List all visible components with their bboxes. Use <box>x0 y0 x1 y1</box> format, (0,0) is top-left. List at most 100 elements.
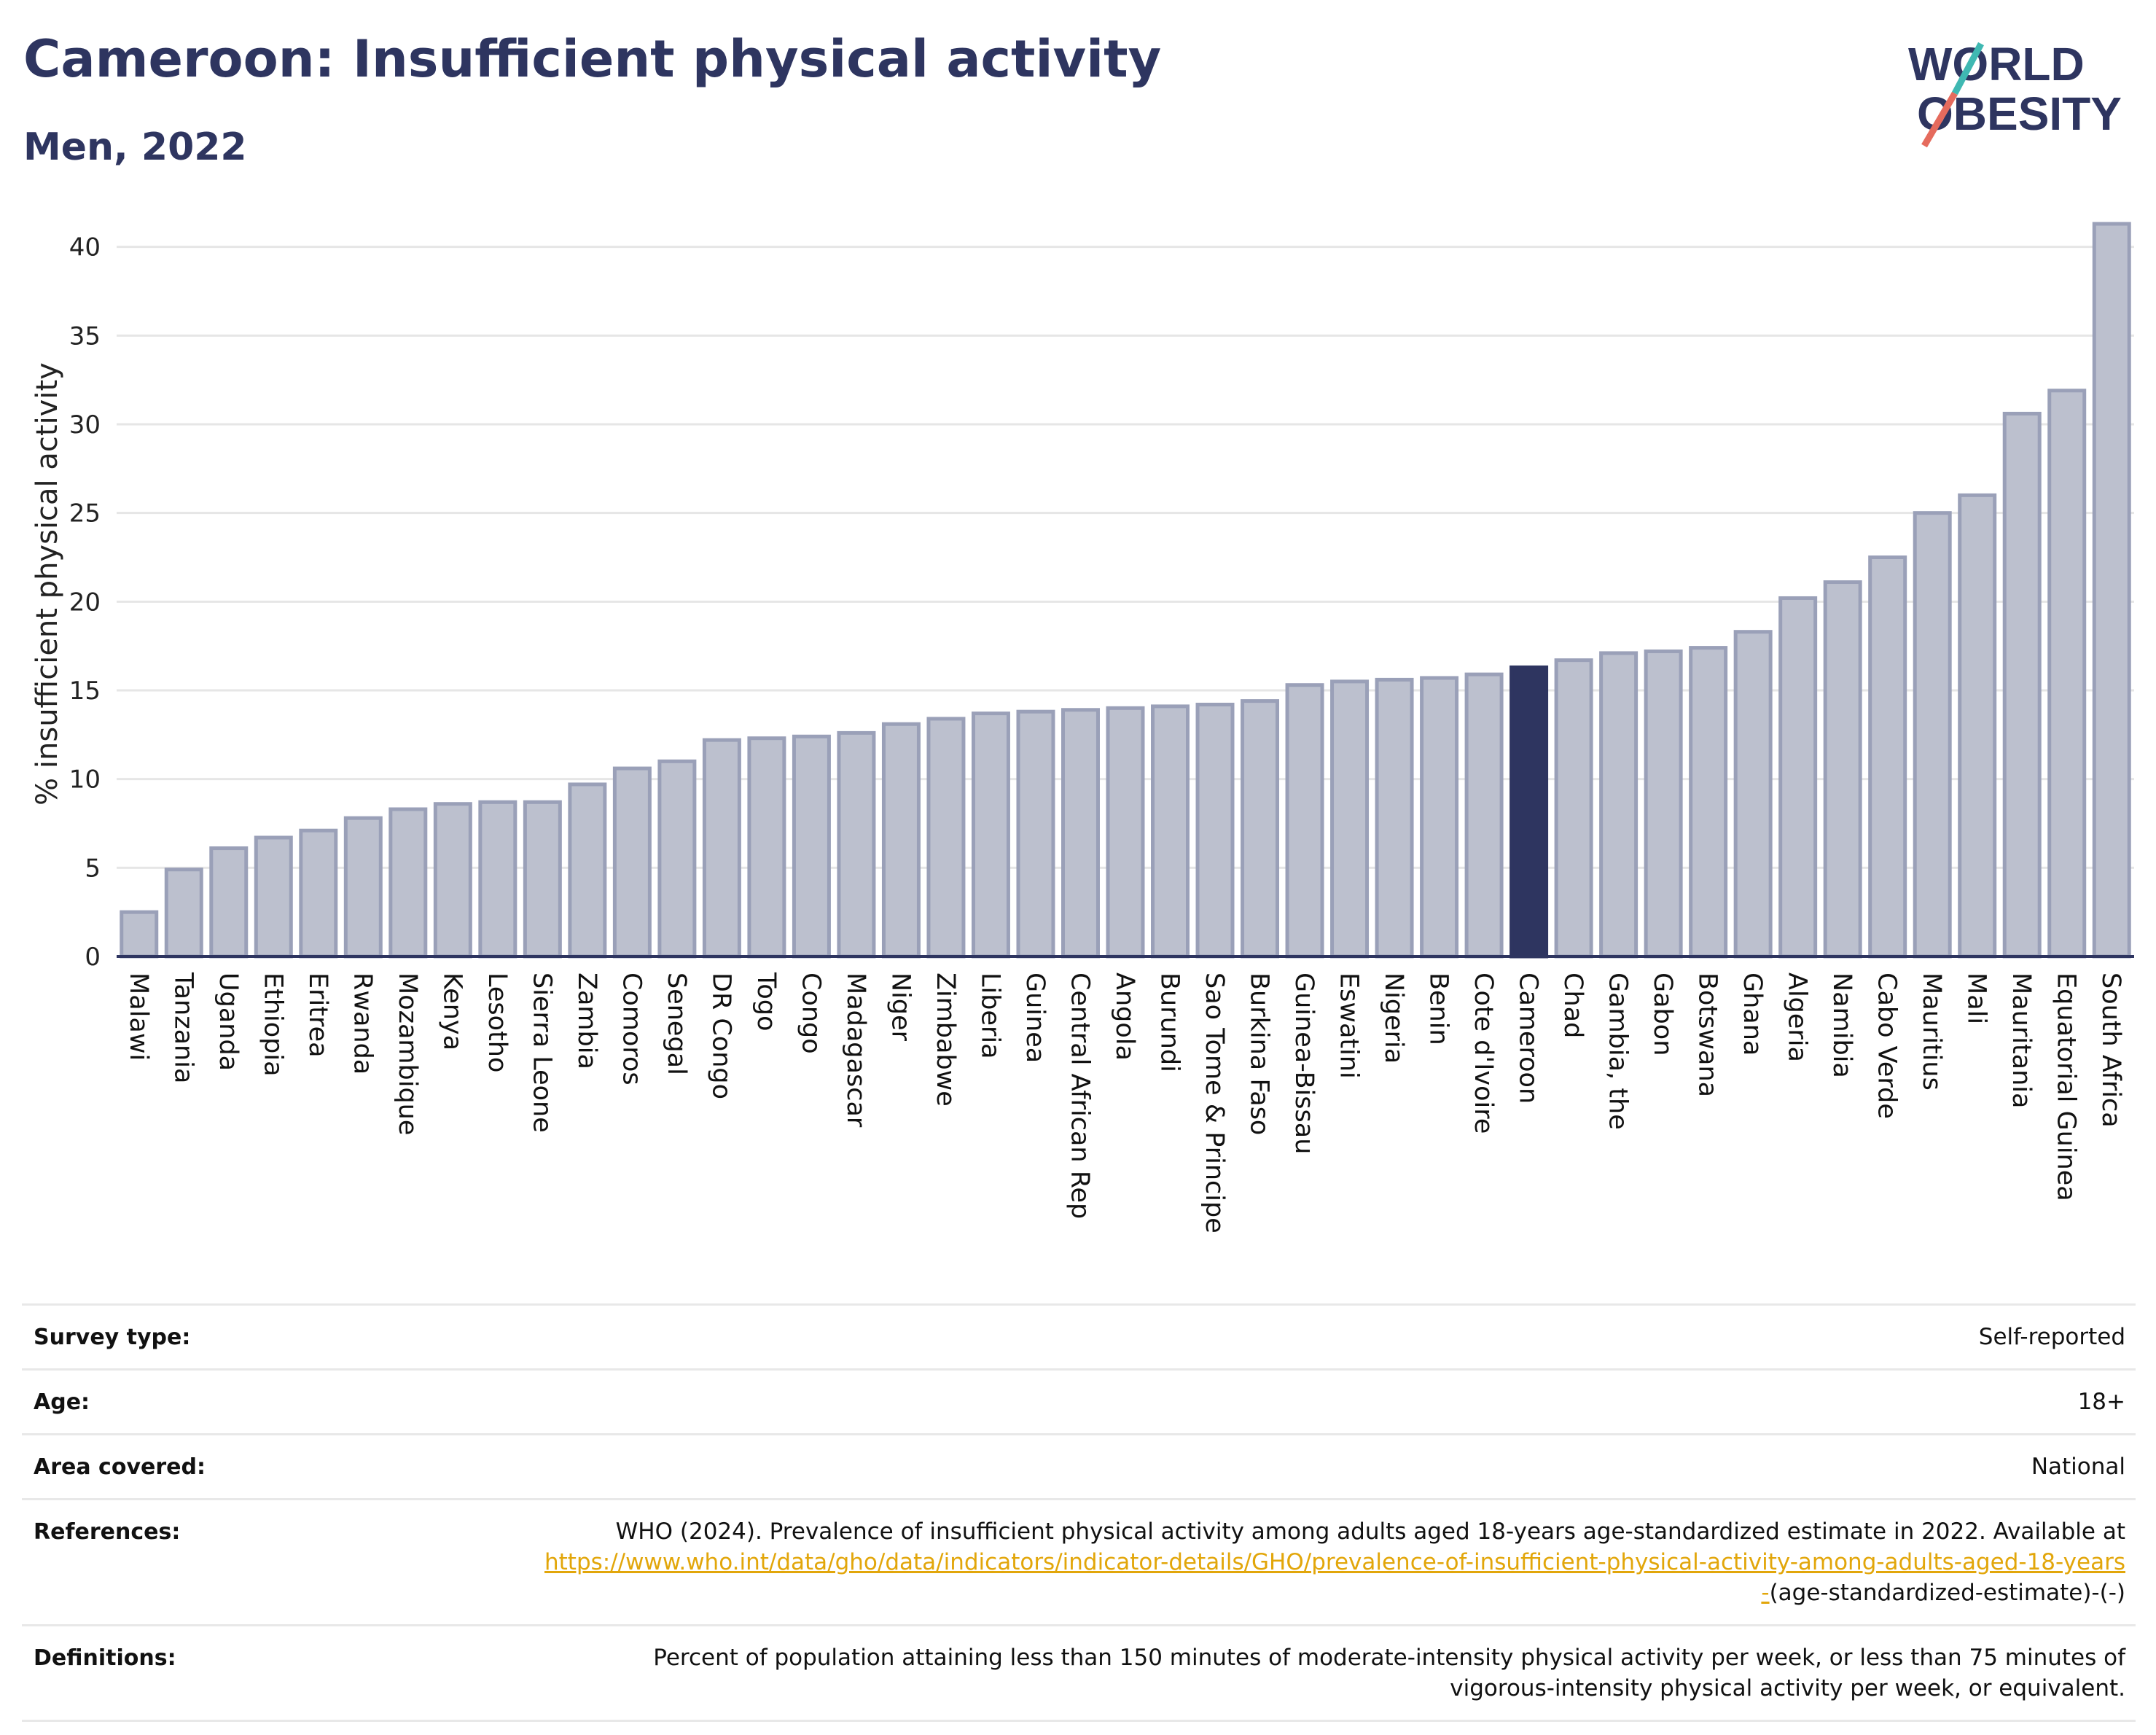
bar-nigeria <box>1375 677 1414 959</box>
bar-algeria <box>1778 596 1818 959</box>
x-tick-label: Mauritius <box>1917 972 1946 1091</box>
x-tick-label: Sierra Leone <box>527 972 556 1133</box>
bar-eswatini <box>1330 679 1370 959</box>
y-tick-label: 40 <box>69 233 101 262</box>
x-tick-label: Kenya <box>437 972 466 1050</box>
bar-botswana <box>1689 646 1728 959</box>
bar-cameroon <box>1509 665 1549 959</box>
meta-row-area-covered: Area covered: National <box>22 1433 2136 1498</box>
x-tick-label: Angola <box>1110 972 1139 1061</box>
y-tick-label: 15 <box>69 677 101 706</box>
bar-madagascar <box>837 730 876 959</box>
x-tick-label: Uganda <box>214 972 243 1071</box>
logo-line2: OBESITY <box>1917 87 2122 140</box>
x-tick-label: Central African Rep <box>1065 972 1094 1219</box>
references-suffix: (age-standardized-estimate)-(-) <box>1769 1580 2125 1606</box>
x-tick-label: Mozambique <box>393 972 422 1135</box>
x-tick-label: Comoros <box>617 972 646 1085</box>
logo-slash-teal <box>1952 42 1984 95</box>
bar-angola <box>1106 706 1145 959</box>
bar-lesotho <box>478 800 517 959</box>
x-tick-label: Mali <box>1962 972 1991 1024</box>
x-tick-label: Equatorial Guinea <box>2052 972 2081 1201</box>
x-tick-label: Tanzania <box>168 972 198 1083</box>
bar-cote-d-ivoire <box>1464 672 1504 959</box>
bar-mauritania <box>2002 411 2042 959</box>
chart-title: Cameroon: Insufficient physical activity <box>23 29 1162 89</box>
bar-central-african-rep <box>1061 708 1100 959</box>
x-tick-label: DR Congo <box>706 972 735 1099</box>
bar-chad <box>1554 658 1593 959</box>
bar-zimbabwe <box>926 717 966 959</box>
bar-equatorial-guinea <box>2047 389 2087 959</box>
bar-comoros <box>612 766 652 959</box>
meta-row-survey-type: Survey type: Self-reported <box>22 1303 2136 1368</box>
bar-cabo-verde <box>1868 555 1907 959</box>
x-tick-label: Cameroon <box>1514 972 1543 1104</box>
x-tick-label: Gabon <box>1648 972 1677 1056</box>
bar-togo <box>747 736 786 959</box>
x-tick-label: Gambia, the <box>1604 972 1633 1130</box>
x-tick-label: Zimbabwe <box>931 972 960 1107</box>
references-link[interactable]: https://www.who.int/data/gho/data/indica… <box>544 1549 2125 1606</box>
meta-value: National <box>2031 1454 2125 1480</box>
y-tick-label: 30 <box>69 410 101 440</box>
x-tick-label: Madagascar <box>841 972 870 1128</box>
x-tick-label: Guinea <box>1020 972 1050 1063</box>
metadata-table: Survey type: Self-reported Age: 18+ Area… <box>22 1303 2136 1722</box>
references-value: WHO (2024). Prevalence of insufficient p… <box>542 1516 2125 1608</box>
meta-label: Age: <box>34 1389 90 1415</box>
bar-mali <box>1958 493 1997 959</box>
x-tick-label: Algeria <box>1783 972 1812 1062</box>
bar-dr-congo <box>702 738 741 959</box>
x-tick-label: Cote d'Ivoire <box>1469 972 1498 1134</box>
bar-sao-tome-principe <box>1195 702 1235 959</box>
y-tick-label: 5 <box>85 854 101 883</box>
x-tick-label: Congo <box>796 972 825 1054</box>
bar-namibia <box>1823 580 1862 959</box>
meta-label: Definitions: <box>34 1645 176 1671</box>
x-tick-label: Zambia <box>572 972 601 1069</box>
x-tick-label: Namibia <box>1827 972 1856 1078</box>
x-tick-label: Senegal <box>662 972 691 1075</box>
x-tick-label: Guinea-Bissau <box>1289 972 1319 1154</box>
x-tick-label: Sao Tome & Principe <box>1200 972 1229 1233</box>
bar-tanzania <box>164 868 203 959</box>
x-tick-label: Chad <box>1558 972 1587 1038</box>
bar-rwanda <box>343 816 383 959</box>
x-tick-label: Benin <box>1424 972 1453 1045</box>
y-tick-label: 20 <box>69 588 101 617</box>
bar-gabon <box>1644 649 1683 959</box>
bar-liberia <box>971 711 1010 959</box>
bar-kenya <box>433 802 472 959</box>
bar-uganda <box>209 846 249 959</box>
bar-zambia <box>568 782 607 959</box>
meta-label: Survey type: <box>34 1325 191 1350</box>
x-tick-label: Rwanda <box>348 972 377 1075</box>
x-tick-label: Mauritania <box>2007 972 2036 1108</box>
bar-chart: 0 5 10 15 20 25 30 35 40 % insufficient physical … <box>31 222 2134 1233</box>
meta-value: 18+ <box>2077 1389 2125 1415</box>
y-tick-label: 35 <box>69 321 101 351</box>
world-obesity-logo: WORLD OBESITY <box>1908 38 2122 148</box>
bar-gambia-the <box>1599 651 1639 959</box>
x-tick-label: Lesotho <box>483 972 512 1072</box>
x-tick-label: Niger <box>886 972 915 1042</box>
x-tick-label: Cabo Verde <box>1872 972 1902 1119</box>
bar-niger <box>881 722 921 959</box>
y-axis-label: % insufficient physical activity <box>31 362 64 806</box>
bar-burkina-faso <box>1241 699 1280 959</box>
y-tick-label: 25 <box>69 499 101 529</box>
meta-label: References: <box>34 1519 181 1545</box>
bar-eritrea <box>299 828 338 959</box>
x-tick-label: Eritrea <box>303 972 332 1058</box>
logo-line1: WORLD <box>1908 38 2085 90</box>
bar-senegal <box>657 759 697 959</box>
bar-congo <box>792 734 831 959</box>
meta-value: Percent of population attaining less tha… <box>653 1645 2125 1701</box>
bar-malawi <box>120 910 159 959</box>
y-tick-label: 0 <box>85 943 101 972</box>
references-text: WHO (2024). Prevalence of insufficient p… <box>615 1518 2125 1545</box>
bar-sierra-leone <box>523 800 562 959</box>
chart-subtitle: Men, 2022 <box>23 125 247 169</box>
